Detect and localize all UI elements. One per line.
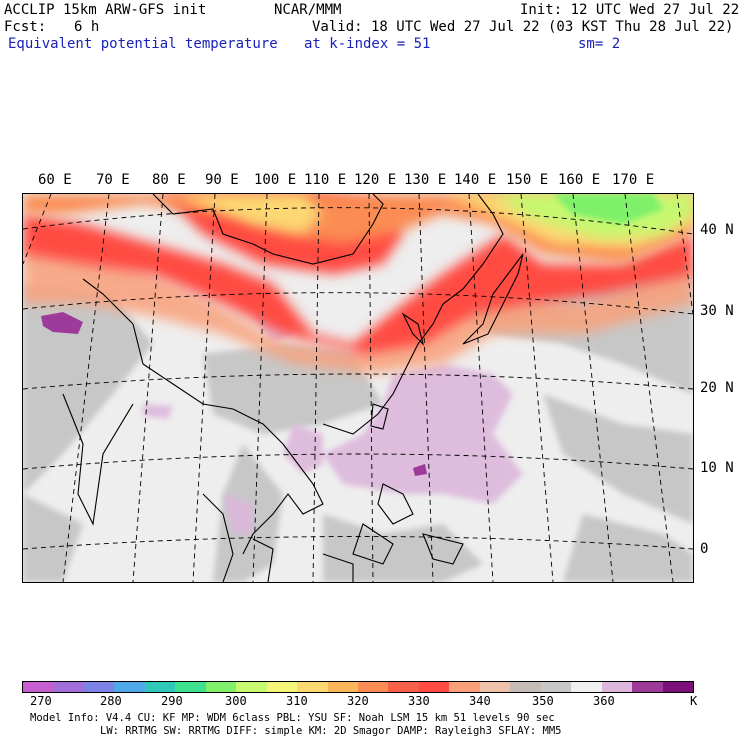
colorbar-swatch-17 [540,682,572,692]
colorbar-label-320: 320 [347,694,369,708]
map-panel [22,193,694,583]
lon-label-140e: 140 E [454,172,497,188]
forecast-hour: 6 h [74,19,100,35]
colorbar-swatch-13 [418,682,450,692]
colorbar [22,681,694,693]
model-info-line-2: LW: RRTMG SW: RRTMG DIFF: simple KM: 2D … [100,725,562,737]
lat-label-30n: 30 N [700,303,734,319]
lat-label-0: 0 [700,541,709,557]
colorbar-swatch-7 [236,682,267,692]
colorbar-label-350: 350 [532,694,554,708]
field-name: Equivalent potential temperature [8,36,278,52]
colorbar-unit: K [690,694,698,708]
colorbar-swatch-12 [388,682,419,692]
colorbar-swatch-9 [297,682,328,692]
lat-label-20n: 20 N [700,380,734,396]
lat-label-10n: 10 N [700,460,734,476]
lon-label-130e: 130 E [404,172,447,188]
valid-time: Valid: 18 UTC Wed 27 Jul 22 (03 KST Thu … [312,19,734,35]
lon-label-120e: 120 E [354,172,397,188]
lon-label-160e: 160 E [558,172,601,188]
lon-label-110e: 110 E [304,172,347,188]
forecast-label: Fcst: [4,19,47,35]
colorbar-swatch-8 [266,682,298,692]
colorbar-swatch-16 [510,682,541,692]
colorbar-swatch-10 [327,682,358,692]
colorbar-swatch-6 [205,682,237,692]
colorbar-label-310: 310 [286,694,308,708]
colorbar-label-270: 270 [30,694,52,708]
colorbar-swatch-19 [601,682,633,692]
colorbar-swatch-20 [632,682,663,692]
lon-label-100e: 100 E [254,172,297,188]
lat-label-40n: 40 N [700,222,734,238]
lon-label-60e: 60 E [38,172,72,188]
colorbar-label-330: 330 [408,694,430,708]
colorbar-swatch-3 [114,682,145,692]
lon-label-80e: 80 E [152,172,186,188]
lon-label-170e: 170 E [612,172,655,188]
lon-label-90e: 90 E [205,172,239,188]
smoothing-label: sm= 2 [578,36,621,52]
init-time: Init: 12 UTC Wed 27 Jul 22 [520,2,740,18]
colorbar-swatch-15 [479,682,511,692]
colorbar-swatch-14 [449,682,480,692]
colorbar-swatch-2 [83,682,115,692]
model-info-line-1: Model Info: V4.4 CU: KF MP: WDM 6class P… [30,712,555,724]
colorbar-label-340: 340 [469,694,491,708]
lon-label-70e: 70 E [96,172,130,188]
colorbar-label-290: 290 [161,694,183,708]
colorbar-label-360: 360 [593,694,615,708]
colorbar-swatch-0 [23,682,54,692]
plot-title: ACCLIP 15km ARW-GFS init [4,2,207,18]
lon-label-150e: 150 E [506,172,549,188]
organization-label: NCAR/MMM [274,2,342,18]
colorbar-swatch-18 [571,682,602,692]
colorbar-swatch-21 [662,682,693,692]
colorbar-label-300: 300 [225,694,247,708]
colorbar-swatch-1 [53,682,84,692]
colorbar-swatch-4 [144,682,176,692]
colorbar-swatch-11 [357,682,389,692]
level-label: at k-index = 51 [304,36,431,52]
colorbar-swatch-5 [175,682,206,692]
colorbar-label-280: 280 [100,694,122,708]
theta-e-field [23,194,693,582]
